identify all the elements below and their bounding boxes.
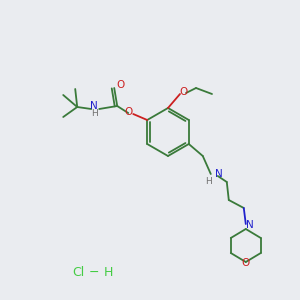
Text: O: O [116, 80, 124, 90]
Text: −: − [85, 266, 99, 278]
Text: N: N [90, 101, 98, 111]
Text: N: N [215, 169, 223, 179]
Text: O: O [124, 107, 132, 117]
Text: N: N [246, 220, 254, 230]
Text: H: H [206, 176, 212, 185]
Text: Cl: Cl [72, 266, 84, 278]
Text: H: H [103, 266, 113, 278]
Text: H: H [91, 109, 98, 118]
Text: O: O [242, 258, 250, 268]
Text: O: O [180, 87, 188, 97]
